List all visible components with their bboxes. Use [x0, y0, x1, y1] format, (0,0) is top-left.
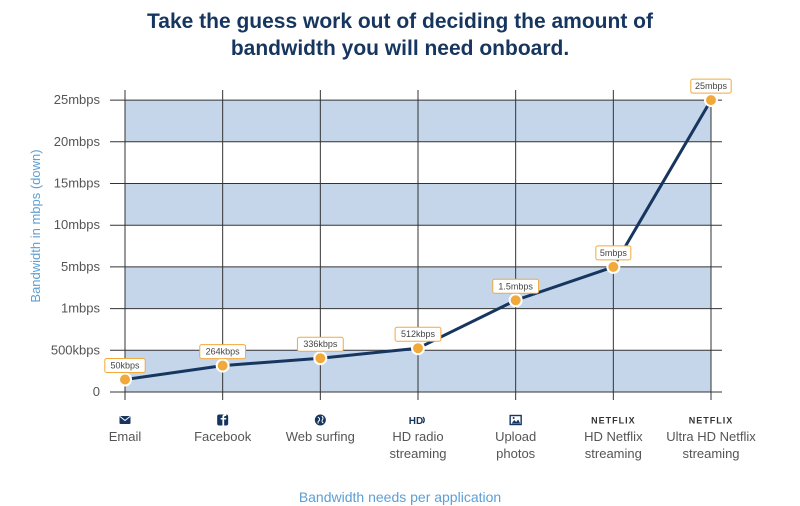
- x-tick-label: streaming: [682, 446, 739, 461]
- data-label: 264kbps: [199, 344, 247, 360]
- netflix-logo: NETFLIX: [689, 416, 734, 426]
- data-label: 336kbps: [296, 336, 344, 352]
- y-tick-label: 5mbps: [61, 259, 101, 274]
- data-point: [704, 93, 718, 108]
- x-axis-title: Bandwidth needs per application: [298, 489, 502, 505]
- data-label-box: [690, 78, 732, 94]
- envelope-icon: [119, 416, 131, 424]
- x-tick-label: Facebook: [194, 429, 252, 444]
- data-label: 25mbps: [690, 78, 732, 94]
- chart-title-line-1: Take the guess work out of deciding the …: [147, 10, 653, 33]
- data-label-text: 512kbps: [401, 329, 436, 339]
- y-tick-label: 1mbps: [61, 301, 101, 316]
- data-label-box: [104, 357, 146, 373]
- data-label-box: [296, 336, 344, 352]
- y-tick-label: 25mbps: [54, 92, 101, 107]
- data-point: [118, 372, 132, 387]
- chart-title: Take the guess work out of deciding the …: [0, 8, 800, 62]
- data-label-box: [492, 278, 540, 294]
- hd-radio-icon: HD: [409, 416, 425, 427]
- data-label: 50kbps: [104, 357, 146, 373]
- x-tick-labels: Email Facebook Web surfing HD radio streamin…: [109, 429, 757, 461]
- svg-text:NETFLIX: NETFLIX: [591, 416, 636, 426]
- x-tick-label: streaming: [585, 446, 642, 461]
- data-label: 1.5mbps: [492, 278, 540, 294]
- data-label-text: 264kbps: [206, 347, 241, 357]
- x-tick-label: HD Netflix: [584, 429, 643, 444]
- data-label-text: 336kbps: [303, 339, 338, 349]
- data-point: [606, 259, 621, 274]
- data-label-box: [595, 245, 632, 261]
- x-tick-label: Web surfing: [286, 429, 355, 444]
- category-icons: HD NETFLIX NETFLIX: [119, 414, 734, 427]
- facebook-icon: [217, 414, 229, 426]
- data-label-text: 1.5mbps: [498, 281, 533, 291]
- x-tick-label: streaming: [389, 446, 446, 461]
- y-tick-labels: 0 500kbps 1mbps 5mbps 10mbps 15mbps 20mbps 25mb…: [51, 92, 101, 399]
- data-label-text: 25mbps: [695, 81, 728, 91]
- svg-text:HD: HD: [409, 416, 423, 427]
- globe-icon: [314, 414, 326, 426]
- x-tick-label: Ultra HD Netflix: [666, 429, 756, 444]
- y-tick-label: 0: [93, 384, 100, 399]
- chart-title-line-2: bandwidth you will need onboard.: [230, 37, 570, 60]
- data-point: [215, 358, 230, 373]
- photo-icon: [509, 414, 522, 426]
- x-tick-label: photos: [496, 446, 536, 461]
- data-label-box: [199, 344, 247, 360]
- data-label: 512kbps: [394, 326, 442, 342]
- svg-text:NETFLIX: NETFLIX: [689, 416, 734, 426]
- y-tick-label: 500kbps: [51, 342, 101, 357]
- data-point: [508, 293, 523, 308]
- data-label: 5mbps: [595, 245, 632, 261]
- x-tick-label: Email: [109, 429, 142, 444]
- data-points: [118, 93, 718, 387]
- x-tick-label: Upload: [495, 429, 536, 444]
- y-tick-label: 20mbps: [54, 134, 101, 149]
- data-labels: 50kbps 264kbps 336kbps 512kbps 1.5mbps 5mbps 2…: [104, 78, 732, 373]
- netflix-logo: NETFLIX: [591, 416, 636, 426]
- data-point: [411, 341, 425, 356]
- data-label-text: 5mbps: [600, 248, 628, 258]
- x-tick-label: HD radio: [392, 429, 443, 444]
- data-label-text: 50kbps: [110, 360, 140, 370]
- data-point: [313, 351, 328, 366]
- y-tick-label: 15mbps: [54, 176, 101, 191]
- y-tick-label: 10mbps: [54, 217, 101, 232]
- y-axis-title: Bandwidth in mbps (down): [28, 149, 43, 302]
- data-label-box: [394, 326, 442, 342]
